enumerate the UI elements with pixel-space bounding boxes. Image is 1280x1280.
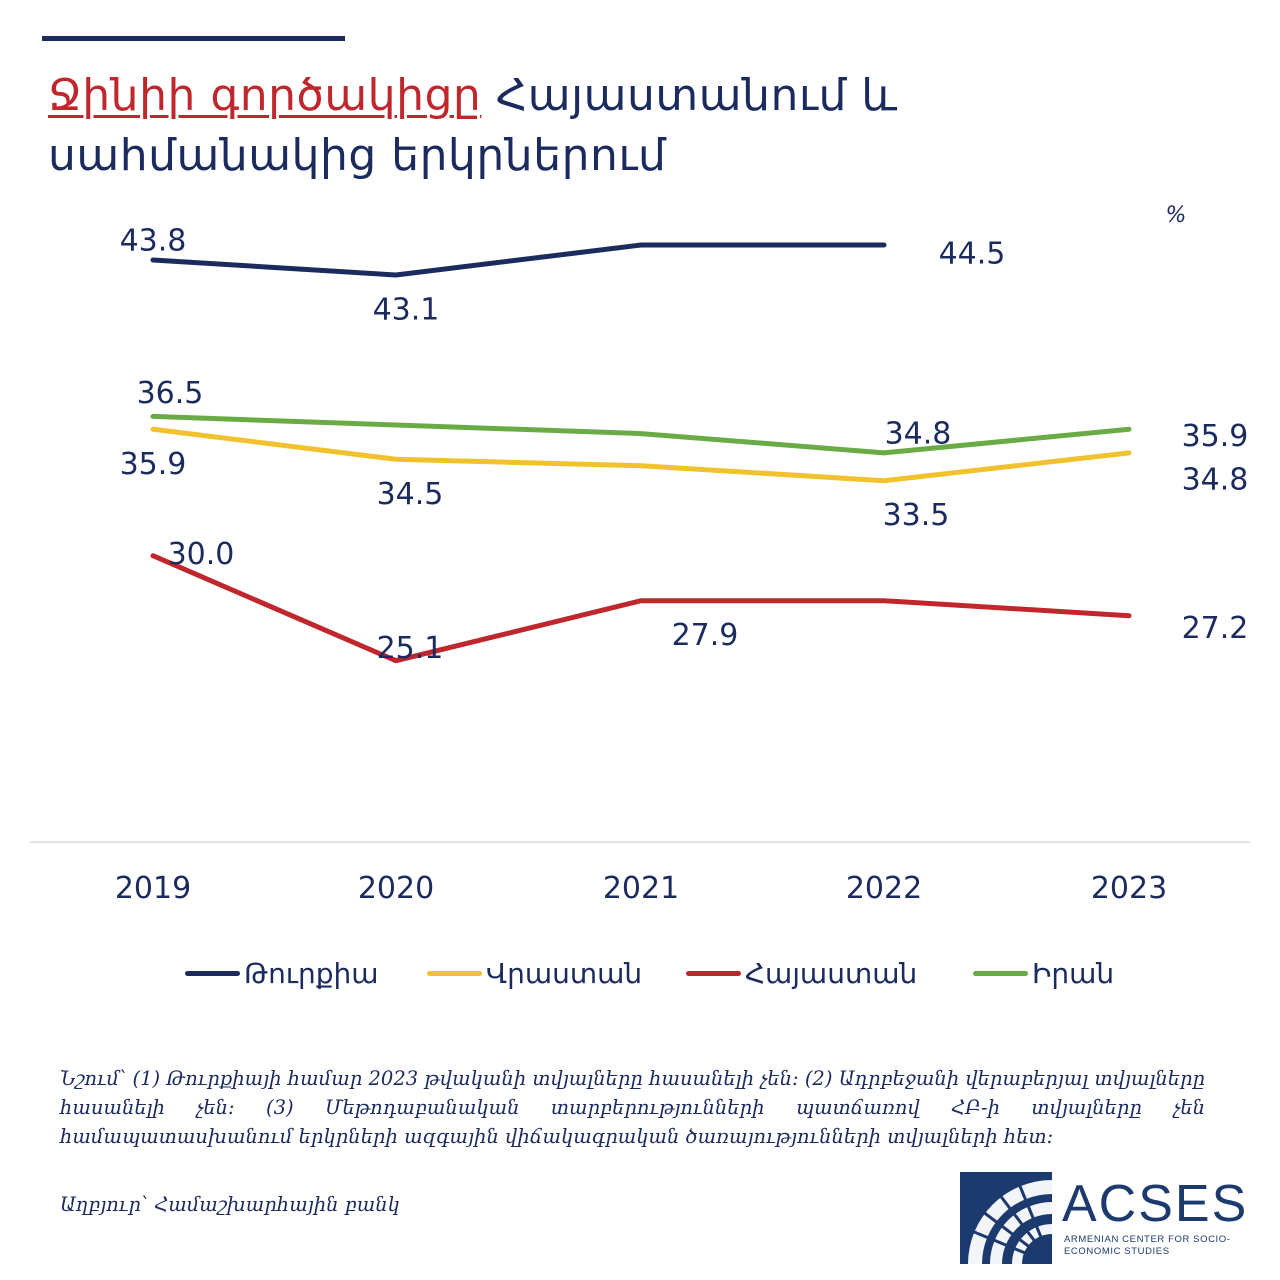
legend-item: Վրաստան — [427, 948, 642, 998]
chart-legend: Թուրքիա Վրաստան Հայաստան Իրան — [0, 948, 1280, 998]
series-line — [150, 242, 887, 278]
top-rule — [42, 36, 345, 41]
legend-item: Իրան — [973, 948, 1114, 998]
title-rest: Հայաստանում և սահմանակից երկրներում — [48, 70, 898, 181]
data-label: 44.5 — [939, 237, 1006, 272]
series-line — [150, 413, 1132, 456]
series-line — [150, 426, 1132, 484]
gini-line-chart: % 2019 2020 2021 2022 2023 43.8 43.1 44.5 35.9 34.… — [30, 203, 1250, 906]
x-tick-label: 2021 — [603, 871, 679, 906]
x-tick-label: 2022 — [846, 871, 922, 906]
x-tick-label: 2020 — [358, 871, 434, 906]
logo-name: ACSES — [1062, 1175, 1249, 1233]
footnote: Նշում՝ (1) Թուրքիայի համար 2023 թվականի … — [60, 1067, 1205, 1148]
data-label: 43.1 — [373, 293, 440, 328]
legend-swatch — [973, 970, 1028, 976]
legend-label: Վրաստան — [486, 956, 643, 990]
data-label: 34.8 — [1182, 462, 1249, 497]
data-label: 36.5 — [137, 376, 204, 411]
legend-label: Թուրքիա — [244, 956, 379, 990]
logo-subtitle: ARMENIAN CENTER FOR SOCIO-ECONOMIC STUDI… — [1064, 1234, 1231, 1257]
legend-item: Հայաստան — [686, 948, 917, 998]
data-label: 35.9 — [120, 447, 187, 482]
chart-title: Ջինիի գործակիցը Հայաստանում և սահմանակից… — [48, 66, 1228, 186]
series-line — [150, 553, 1132, 664]
legend-label: Հայաստան — [745, 956, 918, 990]
acses-logo: ACSES ARMENIAN CENTER FOR SOCIO-ECONOMIC… — [960, 1172, 1260, 1264]
unit-label: % — [1166, 203, 1187, 228]
legend-label: Իրան — [1032, 956, 1115, 990]
x-tick-label: 2019 — [115, 871, 191, 906]
legend-swatch — [185, 970, 240, 976]
data-label: 35.9 — [1182, 419, 1249, 454]
data-label: 43.8 — [120, 224, 187, 259]
data-label: 27.9 — [672, 618, 739, 653]
data-label: 27.2 — [1182, 611, 1249, 646]
x-tick-label: 2023 — [1091, 871, 1167, 906]
data-label: 30.0 — [168, 537, 235, 572]
acses-logo-icon — [960, 1172, 1052, 1264]
title-highlight: Ջինիի գործակիցը — [48, 70, 482, 121]
legend-swatch — [686, 970, 741, 976]
legend-swatch — [427, 970, 482, 976]
source-note: Աղբյուր՝ Համաշխարհային բանկ — [60, 1193, 400, 1216]
data-label: 33.5 — [883, 498, 950, 533]
data-label: 34.8 — [885, 416, 952, 451]
data-label: 25.1 — [377, 631, 444, 666]
legend-item: Թուրքիա — [185, 948, 379, 998]
data-label: 34.5 — [377, 477, 444, 512]
